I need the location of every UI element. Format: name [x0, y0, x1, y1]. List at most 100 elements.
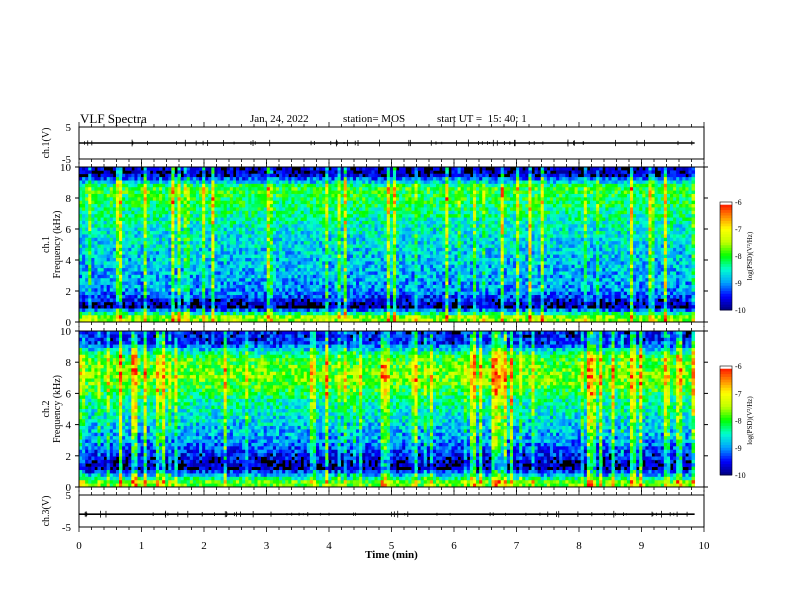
spectrogram-cell — [85, 201, 88, 205]
spectrogram-cell — [153, 295, 156, 299]
spectrogram-cell — [390, 275, 393, 279]
spectrogram-cell — [211, 292, 214, 296]
spectrogram-cell — [199, 271, 202, 275]
spectrogram-cell — [282, 265, 285, 269]
spectrogram-cell — [418, 238, 421, 242]
spectrogram-cell — [344, 315, 347, 319]
spectrogram-cell — [221, 285, 224, 289]
spectrogram-cell — [331, 238, 334, 242]
spectrogram-cell — [291, 295, 294, 299]
spectrogram-cell — [390, 191, 393, 195]
spectrogram-cell — [79, 234, 82, 238]
spectrogram-cell — [322, 265, 325, 269]
spectrogram-cell — [202, 258, 205, 262]
spectrogram-cell — [365, 211, 368, 215]
spectrogram-cell — [141, 312, 144, 316]
spectrogram-cell — [353, 224, 356, 228]
spectrogram-cell — [411, 234, 414, 238]
spectrogram-cell — [313, 295, 316, 299]
spectrogram-cell — [193, 271, 196, 275]
spectrogram-cell — [104, 282, 107, 286]
spectrogram-cell — [248, 271, 251, 275]
spectrogram-cell — [347, 255, 350, 259]
spectrogram-cell — [125, 302, 128, 306]
spectrogram-cell — [147, 271, 150, 275]
spectrogram-cell — [82, 184, 85, 188]
spectrogram-cell — [147, 238, 150, 242]
spectrogram-cell — [242, 258, 245, 262]
spectrogram-cell — [230, 177, 233, 181]
spectrogram-cell — [276, 241, 279, 245]
spectrogram-cell — [125, 238, 128, 242]
spectrogram-cell — [181, 278, 184, 282]
spectrogram-cell — [218, 258, 221, 262]
spectrogram-cell — [341, 271, 344, 275]
spectrogram-cell — [378, 241, 381, 245]
spectrogram-cell — [131, 180, 134, 184]
spectrogram-cell — [264, 315, 267, 319]
spectrogram-cell — [415, 221, 418, 225]
spectrogram-cell — [411, 298, 414, 302]
spectrogram-cell — [91, 285, 94, 289]
spectrogram-cell — [88, 315, 91, 319]
spectrogram-cell — [396, 295, 399, 299]
spectrogram-cell — [119, 241, 122, 245]
spectrogram-cell — [347, 184, 350, 188]
spectrogram-cell — [328, 282, 331, 286]
spectrogram-cell — [190, 184, 193, 188]
spectrogram-cell — [147, 261, 150, 265]
spectrogram-cell — [202, 204, 205, 208]
spectrogram-cell — [347, 248, 350, 252]
spectrogram-cell — [187, 184, 190, 188]
spectrogram-cell — [119, 268, 122, 272]
spectrogram-cell — [334, 167, 337, 171]
spectrogram-cell — [242, 204, 245, 208]
spectrogram-cell — [165, 207, 168, 211]
spectrogram-cell — [390, 214, 393, 218]
spectrogram-cell — [341, 201, 344, 205]
spectrogram-cell — [128, 180, 131, 184]
spectrogram-cell — [205, 298, 208, 302]
spectrogram-cell — [85, 258, 88, 262]
spectrogram-cell — [199, 248, 202, 252]
spectrogram-cell — [141, 211, 144, 215]
spectrogram-cell — [378, 234, 381, 238]
spectrogram-cell — [267, 295, 270, 299]
spectrogram-cell — [174, 234, 177, 238]
spectrogram-cell — [94, 285, 97, 289]
spectrogram-cell — [144, 167, 147, 171]
spectrogram-cell — [171, 211, 174, 215]
spectrogram-cell — [116, 224, 119, 228]
spectrogram-cell — [301, 174, 304, 178]
spectrogram-cell — [221, 174, 224, 178]
spectrogram-cell — [181, 241, 184, 245]
spectrogram-cell — [190, 204, 193, 208]
spectrogram-cell — [88, 228, 91, 232]
spectrogram-cell — [107, 245, 110, 249]
spectrogram-cell — [365, 251, 368, 255]
spectrogram-cell — [371, 312, 374, 316]
spectrogram-cell — [316, 211, 319, 215]
spectrogram-cell — [251, 245, 254, 249]
spectrogram-cell — [344, 231, 347, 235]
spectrogram-cell — [131, 184, 134, 188]
spectrogram-cell — [338, 255, 341, 259]
spectrogram-cell — [218, 305, 221, 309]
spectrogram-cell — [153, 204, 156, 208]
spectrogram-cell — [347, 204, 350, 208]
spectrogram-cell — [307, 268, 310, 272]
spectrogram-cell — [375, 245, 378, 249]
spectrogram-cell — [261, 241, 264, 245]
spectrogram-cell — [341, 167, 344, 171]
spectrogram-cell — [338, 312, 341, 316]
spectrogram-cell — [307, 312, 310, 316]
spectrogram-cell — [110, 298, 113, 302]
spectrogram-cell — [236, 231, 239, 235]
spectrogram-cell — [159, 228, 162, 232]
spectrogram-cell — [153, 214, 156, 218]
spectrogram-cell — [254, 231, 257, 235]
spectrogram-cell — [322, 278, 325, 282]
spectrogram-cell — [328, 177, 331, 181]
spectrogram-cell — [230, 248, 233, 252]
spectrogram-cell — [393, 221, 396, 225]
